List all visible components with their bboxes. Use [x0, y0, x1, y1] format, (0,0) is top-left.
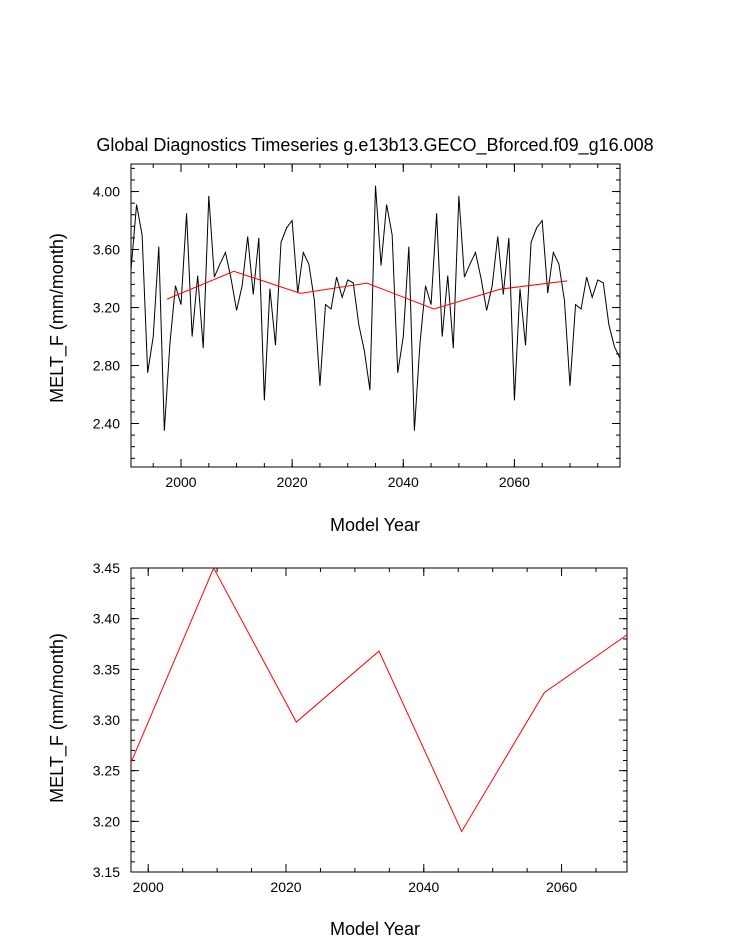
c0-y-tick-label: 2.80: [93, 358, 120, 374]
c1-y-tick-label: 3.15: [93, 864, 120, 880]
top-chart-title: Global Diagnostics Timeseries g.e13b13.G…: [96, 135, 653, 156]
top-panel: Global Diagnostics Timeseries g.e13b13.G…: [47, 135, 654, 535]
c1-y-tick-label: 3.40: [93, 611, 120, 627]
c1-y-tick-label: 3.35: [93, 661, 120, 677]
c1-y-tick-label: 3.45: [93, 560, 120, 576]
c0-series-running-mean-line: [166, 270, 568, 310]
bottom-panel: Model Year MELT_F (mm/month) 2000 2020 204…: [47, 560, 628, 939]
c0-y-tick-label: 4.00: [93, 184, 120, 200]
c0-y-tick-label: 3.20: [93, 300, 120, 316]
bottom-y-axis-label: MELT_F (mm/month): [47, 633, 68, 803]
c0-y-tick-label: 2.40: [93, 416, 120, 432]
bottom-x-axis-label: Model Year: [330, 919, 420, 939]
c1-series-running-mean-line: [130, 566, 628, 833]
c1-x-tick-label: 2060: [546, 879, 577, 895]
c0-x-tick-label: 2060: [499, 474, 530, 490]
top-y-axis-label: MELT_F (mm/month): [47, 233, 68, 403]
c0-y-tick-label: 3.60: [93, 242, 120, 258]
top-x-axis-label: Model Year: [330, 515, 420, 535]
c0-x-tick-label: 2040: [388, 474, 419, 490]
c0-x-tick-label: 2000: [165, 474, 196, 490]
c1-y-tick-label: 3.25: [93, 763, 120, 779]
c0-x-tick-label: 2020: [277, 474, 308, 490]
c0-series-annual-line: [130, 185, 621, 431]
c1-x-tick-label: 2040: [408, 879, 439, 895]
c1-plot-frame: [130, 567, 628, 873]
c1-x-tick-label: 2000: [133, 879, 164, 895]
c1-y-tick-label: 3.20: [93, 813, 120, 829]
c1-y-tick-label: 3.30: [93, 712, 120, 728]
c1-x-tick-label: 2020: [270, 879, 301, 895]
